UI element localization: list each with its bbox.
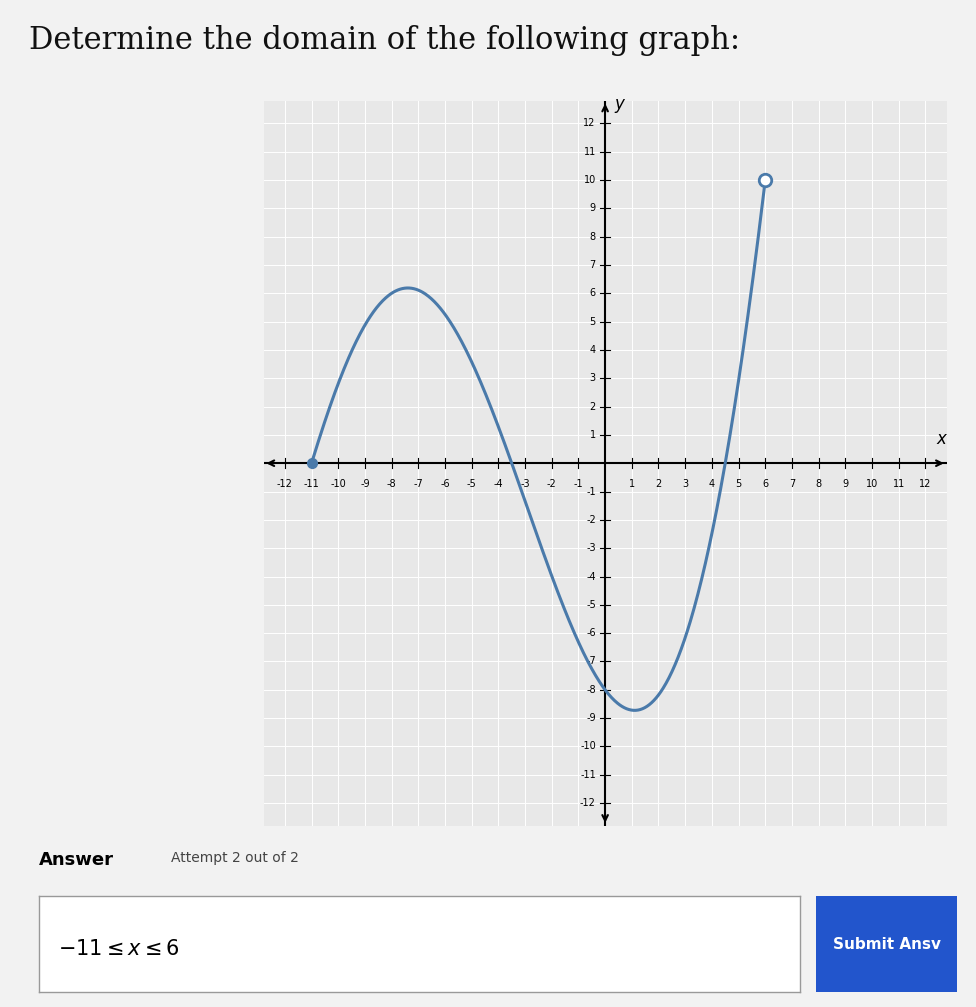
Text: 7: 7 [789, 478, 795, 488]
Text: Determine the domain of the following graph:: Determine the domain of the following gr… [29, 25, 741, 56]
Text: -5: -5 [586, 600, 595, 610]
Text: 3: 3 [590, 374, 595, 384]
Text: -4: -4 [587, 572, 595, 581]
Text: 9: 9 [842, 478, 848, 488]
Text: 6: 6 [762, 478, 768, 488]
Text: -10: -10 [580, 741, 595, 751]
Text: 11: 11 [584, 147, 595, 157]
Text: 12: 12 [584, 119, 595, 128]
Text: -3: -3 [520, 478, 530, 488]
Text: -5: -5 [467, 478, 476, 488]
Text: y: y [615, 95, 625, 113]
Text: -7: -7 [414, 478, 424, 488]
Text: 12: 12 [919, 478, 931, 488]
Text: 10: 10 [866, 478, 878, 488]
Text: 5: 5 [736, 478, 742, 488]
Text: -3: -3 [587, 543, 595, 553]
Text: 5: 5 [590, 316, 595, 326]
Text: -7: -7 [586, 657, 595, 667]
Text: 11: 11 [893, 478, 905, 488]
Text: -11: -11 [580, 769, 595, 779]
Text: -11: -11 [304, 478, 319, 488]
Text: -10: -10 [330, 478, 346, 488]
Text: 6: 6 [590, 288, 595, 298]
Text: 8: 8 [590, 232, 595, 242]
Text: 4: 4 [590, 345, 595, 354]
Text: 9: 9 [590, 203, 595, 213]
Text: -12: -12 [277, 478, 293, 488]
Text: -1: -1 [587, 486, 595, 496]
Text: x: x [936, 430, 947, 448]
Text: -4: -4 [494, 478, 504, 488]
Text: -6: -6 [440, 478, 450, 488]
Text: -9: -9 [587, 713, 595, 723]
Text: -2: -2 [547, 478, 556, 488]
Text: $-11 \leq x \leq 6$: $-11 \leq x \leq 6$ [59, 939, 180, 959]
Text: -9: -9 [360, 478, 370, 488]
Text: -8: -8 [587, 685, 595, 695]
Text: -12: -12 [580, 799, 595, 808]
Text: 1: 1 [629, 478, 634, 488]
Text: 2: 2 [590, 402, 595, 412]
Text: Answer: Answer [39, 851, 114, 869]
Text: 8: 8 [816, 478, 822, 488]
Text: 10: 10 [584, 175, 595, 185]
Text: -2: -2 [586, 515, 595, 525]
Text: Attempt 2 out of 2: Attempt 2 out of 2 [171, 851, 299, 865]
Text: -8: -8 [386, 478, 396, 488]
Text: 1: 1 [590, 430, 595, 440]
Text: -6: -6 [587, 628, 595, 638]
Text: 7: 7 [590, 260, 595, 270]
Text: 2: 2 [655, 478, 662, 488]
Text: -1: -1 [574, 478, 584, 488]
Text: 4: 4 [709, 478, 715, 488]
Text: Submit Ansv: Submit Ansv [833, 937, 941, 952]
Text: 3: 3 [682, 478, 688, 488]
